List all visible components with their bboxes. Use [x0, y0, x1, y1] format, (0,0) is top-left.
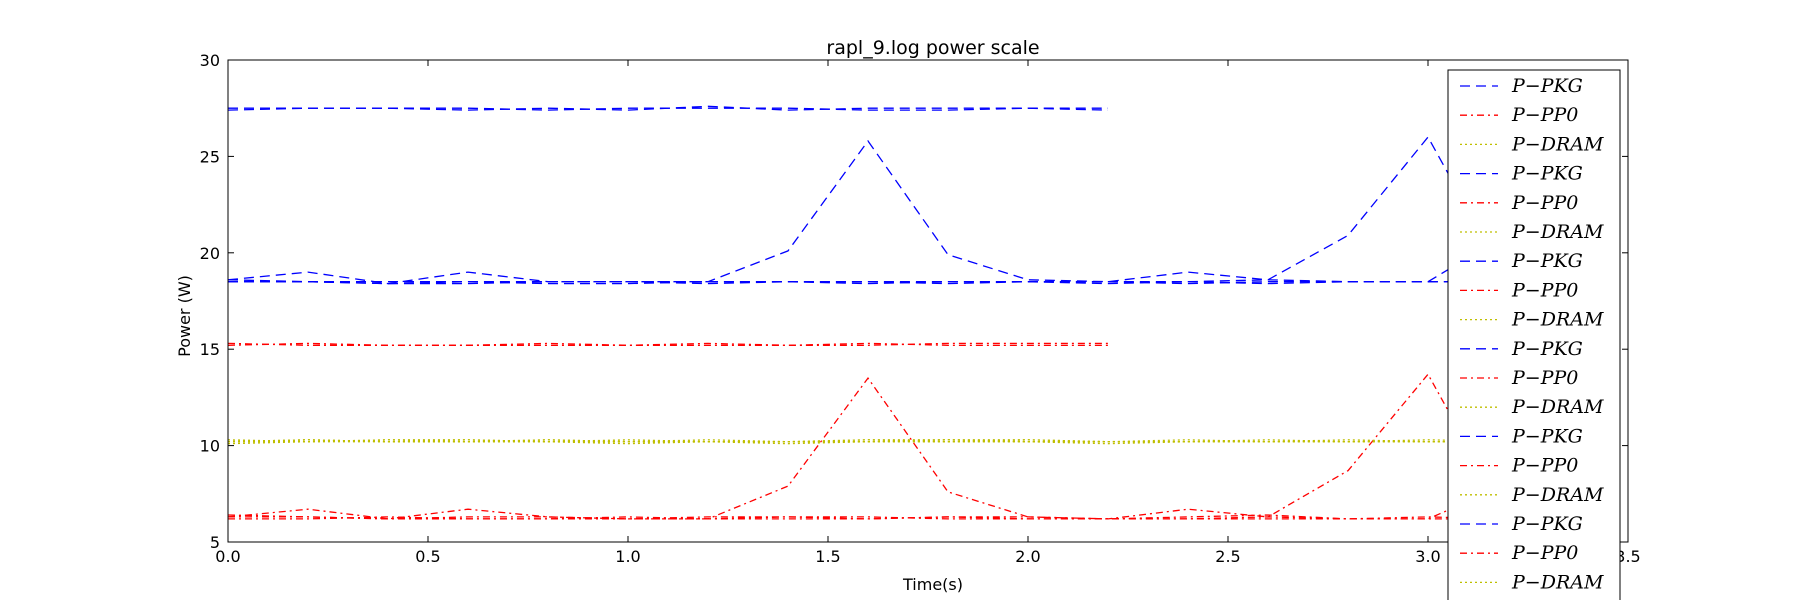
- legend-label: P−PP0: [1511, 367, 1578, 389]
- legend-label: P−PKG: [1511, 338, 1583, 360]
- x-tick-label: 0.5: [415, 547, 440, 566]
- y-axis-label: Power (W): [175, 275, 194, 357]
- x-tick-label: 1.0: [615, 547, 640, 566]
- series-line-2: [228, 342, 1108, 346]
- x-tick-label: 2.0: [1015, 547, 1040, 566]
- x-tick-label: 1.5: [815, 547, 840, 566]
- legend-label: P−PKG: [1511, 425, 1583, 447]
- x-axis-label: Time(s): [902, 575, 963, 594]
- legend-label: P−DRAM: [1511, 309, 1604, 331]
- series-line-7: [228, 135, 1509, 285]
- legend-label: P−PP0: [1511, 542, 1578, 564]
- legend-label: P−PKG: [1511, 163, 1583, 185]
- x-tick-label: 3.0: [1415, 547, 1440, 566]
- series-line-8: [228, 373, 1509, 520]
- x-tick-label: 2.5: [1215, 547, 1240, 566]
- series-line-14: [228, 516, 1508, 520]
- axes: 0.0 0.5 1.0 1.5 2.0 2.5 3.0 3.5 5 10 15 20 25 30: [200, 51, 1641, 566]
- legend-label: P−DRAM: [1511, 571, 1604, 593]
- plot-area: [228, 105, 1589, 520]
- series-line-5: [228, 342, 1108, 346]
- legend-label: P−DRAM: [1511, 221, 1604, 243]
- series-line-17: [228, 516, 1509, 520]
- legend-label: P−PKG: [1511, 75, 1583, 97]
- series-line-18: [228, 439, 1508, 443]
- x-tick-label: 0.0: [215, 547, 240, 566]
- series-line-4: [228, 107, 1109, 111]
- series-line-16: [228, 281, 1508, 285]
- chart-title: rapl_9.log power scale: [826, 37, 1039, 59]
- y-tick-label: 25: [200, 147, 220, 166]
- series-line-11: [228, 483, 1509, 520]
- legend-label: P−PKG: [1511, 250, 1583, 272]
- legend-label: P−PP0: [1511, 279, 1578, 301]
- legend-label: P−PP0: [1511, 455, 1578, 477]
- y-tick-label: 15: [200, 340, 220, 359]
- legend-label: P−DRAM: [1511, 484, 1604, 506]
- plot-frame: [227, 59, 1629, 543]
- y-tick-label: 30: [200, 51, 220, 70]
- legend-label: P−PKG: [1511, 513, 1583, 535]
- y-tick-label: 10: [200, 437, 220, 456]
- y-tick-label: 20: [200, 244, 220, 263]
- legend-label: P−DRAM: [1511, 133, 1604, 155]
- y-tick-label: 5: [210, 533, 220, 552]
- x-tick-label: 3.5: [1615, 547, 1640, 566]
- legend: P−PKG P−PP0 P−DRAM P−PKG P−PP0 P−DRAM P−PKG P−P…: [1447, 69, 1621, 604]
- legend-box: [1447, 69, 1621, 604]
- legend-label: P−PP0: [1511, 192, 1578, 214]
- legend-label: P−DRAM: [1511, 396, 1604, 418]
- legend-label: P−PP0: [1511, 104, 1578, 126]
